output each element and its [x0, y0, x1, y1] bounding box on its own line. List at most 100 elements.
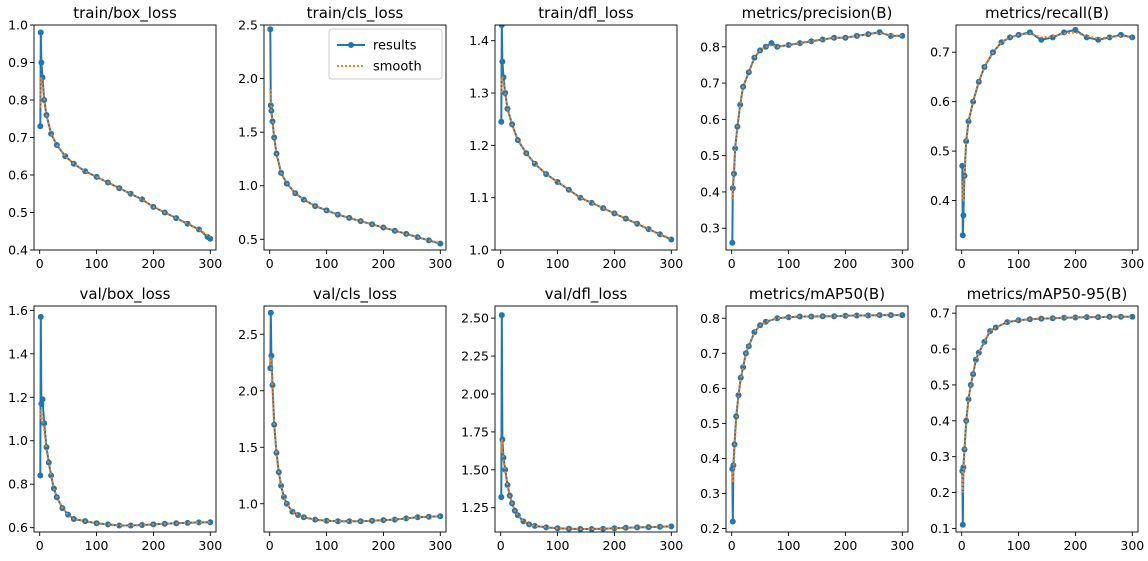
- metrics-map50-b-ytick-label: 0.3: [700, 486, 720, 501]
- metrics-map50-b-xtick-label: 300: [890, 538, 914, 553]
- metrics-recall-b-xtick-label: 100: [1007, 256, 1031, 271]
- train-box-loss-ytick-label: 0.7: [8, 130, 28, 145]
- metrics-map50-95-b-ytick-label: 0.3: [930, 449, 950, 464]
- metrics-map50-95-b-ytick-label: 0.7: [930, 306, 950, 321]
- metrics-precision-b-ytick-label: 0.7: [700, 76, 720, 91]
- train-dfl-loss-results-point: [498, 118, 505, 125]
- metrics-precision-b-ytick-label: 0.6: [700, 112, 720, 127]
- train-cls-loss-ytick-label: 1.0: [238, 178, 258, 193]
- val-cls-loss-xtick-label: 300: [428, 538, 452, 553]
- metrics-precision-b-results-point: [899, 32, 906, 39]
- metrics-map50-b-ytick-label: 0.7: [700, 346, 720, 361]
- metrics-map50-95-b-results-point: [959, 521, 966, 528]
- metrics-precision-b-results-point: [732, 145, 739, 152]
- train-box-loss-ytick-label: 0.4: [8, 243, 28, 258]
- train-cls-loss-xtick-label: 200: [372, 256, 396, 271]
- metrics-recall-b-ytick-label: 0.6: [930, 94, 950, 109]
- val-cls-loss-panel: val/cls_loss 0 100 200 300 1.0 1.5 2.0 2.5: [238, 285, 452, 553]
- val-box-loss-results-point: [37, 313, 44, 320]
- metrics-map50-b-ytick-label: 0.4: [700, 451, 720, 466]
- metrics-map50-95-b-panel: metrics/mAP50-95(B) 0 100 200 300 0.1 0.2 0.3 0.…: [930, 285, 1144, 553]
- metrics-map50-b-xtick-label: 100: [777, 538, 801, 553]
- metrics-map50-b-results-point: [785, 314, 792, 321]
- metrics-map50-95-b-smooth-line: [961, 315, 1133, 493]
- val-cls-loss-results-point: [346, 518, 353, 525]
- val-dfl-loss-results-point: [622, 524, 629, 531]
- metrics-map50-95-b-axes-frame: [955, 305, 1139, 533]
- metrics-map50-b-results-point: [853, 312, 860, 319]
- val-dfl-loss-results-point: [600, 525, 607, 532]
- metrics-map50-95-b-plot-area: [959, 313, 1136, 528]
- metrics-recall-b-results-point: [959, 162, 966, 169]
- train-dfl-loss-results-point: [499, 58, 506, 65]
- val-dfl-loss-panel: val/dfl_loss 0 100 200 300 1.25 1.50 1.75 2.00 2.…: [461, 285, 683, 553]
- metrics-precision-b-results-point: [729, 239, 736, 246]
- train-dfl-loss-xtick-label: 200: [603, 256, 627, 271]
- metrics-map50-95-b-results-point: [965, 396, 972, 403]
- train-cls-loss-smooth-line: [269, 89, 441, 244]
- metrics-map50-b-ytick-label: 0.8: [700, 311, 720, 326]
- val-cls-loss-ytick-label: 1.5: [238, 440, 258, 455]
- val-dfl-loss-smooth-line: [500, 439, 672, 530]
- train-dfl-loss-results-point: [498, 25, 505, 28]
- metrics-map50-95-b-ytick-label: 0.5: [930, 377, 950, 392]
- metrics-map50-b-results-point: [737, 374, 744, 381]
- val-dfl-loss-results-point: [531, 522, 538, 529]
- train-cls-loss-results-point: [437, 240, 444, 247]
- val-cls-loss-xtick-label: 100: [315, 538, 339, 553]
- metrics-recall-b-xtick-label: 300: [1120, 256, 1144, 271]
- metrics-map50-95-b-title: metrics/mAP50-95(B): [967, 285, 1128, 303]
- metrics-map50-b-results-point: [740, 364, 747, 371]
- metrics-map50-b-smooth-line: [731, 314, 903, 483]
- val-box-loss-results-point: [48, 472, 55, 479]
- metrics-recall-b-ytick-label: 0.4: [930, 193, 950, 208]
- val-box-loss-results-point: [195, 519, 202, 526]
- val-dfl-loss-ytick-label: 2.00: [461, 386, 489, 401]
- train-dfl-loss-ytick-label: 1.3: [469, 86, 489, 101]
- val-dfl-loss-xtick-label: 200: [603, 538, 627, 553]
- val-dfl-loss-results-point: [498, 494, 505, 501]
- val-box-loss-results-point: [43, 444, 50, 451]
- metrics-map50-b-ytick-label: 0.2: [700, 521, 720, 536]
- metrics-precision-b-xtick-label: 0: [728, 256, 736, 271]
- val-cls-loss-ytick-label: 2.5: [238, 327, 258, 342]
- val-dfl-loss-title: val/dfl_loss: [545, 285, 628, 304]
- metrics-map50-95-b-xtick-label: 0: [958, 538, 966, 553]
- train-dfl-loss-xtick-label: 0: [497, 256, 505, 271]
- metrics-recall-b-results-point: [965, 118, 972, 125]
- val-dfl-loss-results-point: [611, 525, 618, 532]
- train-dfl-loss-panel: train/dfl_loss 0 100 200 300 1.0 1.1 1.2 1.3 1.4: [469, 4, 683, 271]
- train-cls-loss-xtick-label: 300: [428, 256, 452, 271]
- val-dfl-loss-axes-frame: [494, 305, 678, 533]
- val-cls-loss-results-point: [391, 516, 398, 523]
- val-box-loss-smooth-line: [39, 410, 211, 527]
- val-box-loss-results-point: [207, 519, 214, 526]
- val-box-loss-ytick-label: 1.6: [8, 303, 28, 318]
- val-box-loss-results-point: [37, 472, 44, 479]
- legend-results-marker: [348, 42, 354, 48]
- train-box-loss-ytick-label: 0.6: [8, 168, 28, 183]
- val-dfl-loss-ytick-label: 2.50: [461, 311, 489, 326]
- val-box-loss-results-point: [127, 522, 134, 529]
- val-dfl-loss-ytick-label: 1.50: [461, 462, 489, 477]
- metrics-recall-b-ytick-label: 0.5: [930, 144, 950, 159]
- train-box-loss-ytick-label: 1.0: [8, 18, 28, 33]
- metrics-map50-b-xtick-label: 0: [728, 538, 736, 553]
- metrics-precision-b-ytick-label: 0.8: [700, 39, 720, 54]
- metrics-map50-b-results-point: [729, 518, 736, 525]
- train-dfl-loss-ytick-label: 1.0: [469, 243, 489, 258]
- train-dfl-loss-ytick-label: 1.2: [469, 138, 489, 153]
- train-cls-loss-ytick-label: 1.5: [238, 125, 258, 140]
- metrics-precision-b-title: metrics/precision(B): [742, 4, 893, 22]
- metrics-precision-b-results-point: [819, 36, 826, 43]
- metrics-map50-95-b-results-point: [1129, 313, 1136, 320]
- val-box-loss-ytick-label: 0.8: [8, 477, 28, 492]
- val-cls-loss-plot-area: [267, 309, 444, 525]
- metrics-precision-b-xtick-label: 200: [834, 256, 858, 271]
- val-dfl-loss-xtick-label: 0: [497, 538, 505, 553]
- metrics-recall-b-xtick-label: 200: [1064, 256, 1088, 271]
- metrics-map50-b-results-point: [842, 312, 849, 319]
- val-dfl-loss-results-point: [498, 312, 505, 319]
